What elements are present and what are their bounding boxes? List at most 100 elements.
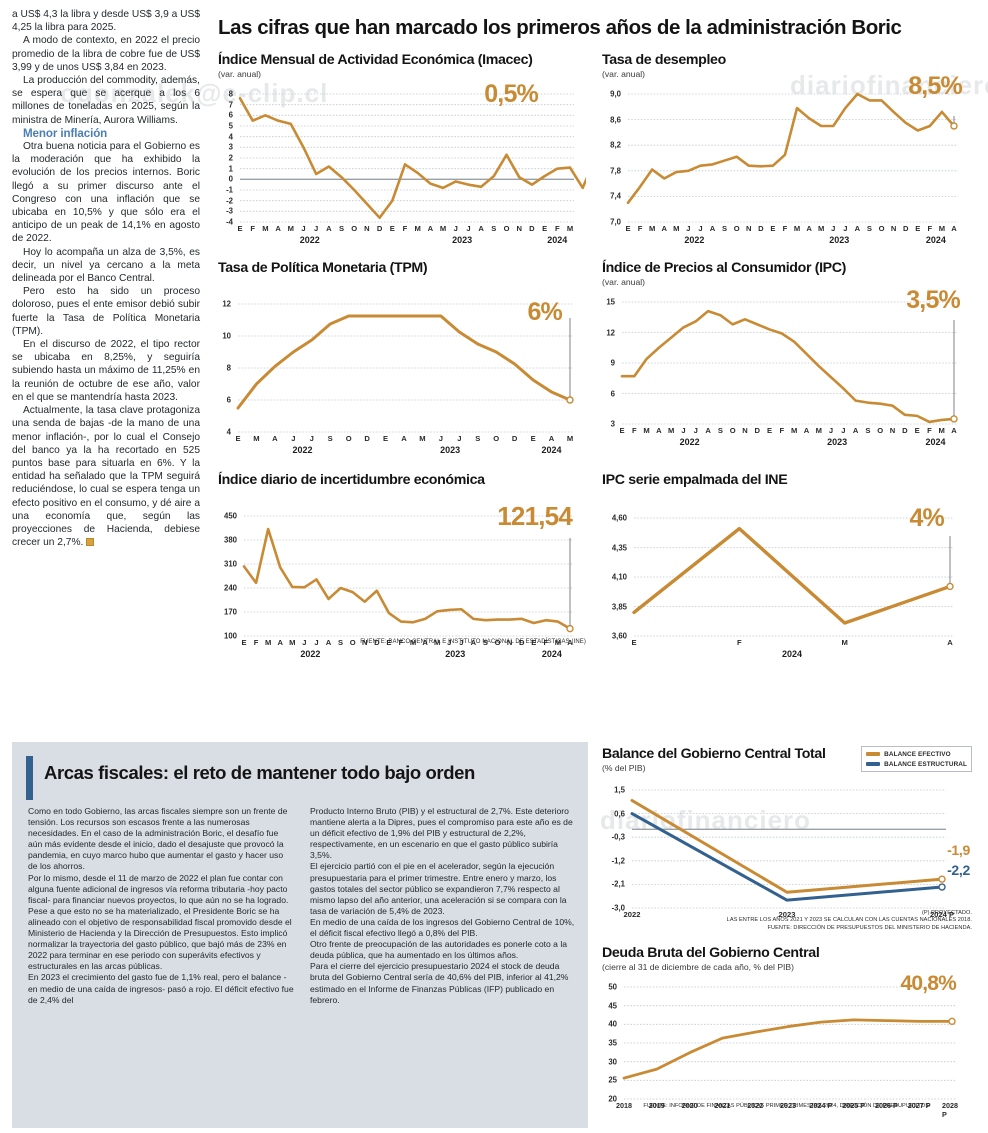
x-axis-group-label: 2024	[547, 235, 568, 245]
x-axis-tick-label: F	[782, 224, 788, 233]
x-axis-tick-label: A	[951, 426, 957, 435]
x-axis-tick-label: J	[841, 426, 846, 435]
end-mark-icon	[86, 538, 95, 547]
x-axis-tick-label: F	[402, 224, 408, 233]
y-axis-tick-label: 4,60	[611, 513, 627, 523]
chart-callout-value: 40,8%	[900, 972, 956, 995]
legend-swatch-blue	[866, 762, 881, 766]
x-axis-group-label: 2023	[445, 649, 466, 659]
x-axis-tick-label: A	[947, 638, 953, 647]
x-axis-tick-label: J	[447, 638, 452, 647]
x-axis-tick-label: E	[530, 434, 536, 443]
x-axis-tick-label: A	[567, 638, 573, 647]
article-paragraph: A modo de contexto, en 2022 el precio pr…	[12, 35, 200, 73]
article-paragraph: a US$ 4,3 la libra y desde US$ 3,9 a US$…	[12, 9, 200, 34]
x-axis-tick-label: A	[951, 224, 957, 233]
y-axis-tick-label: 20	[608, 1094, 617, 1104]
x-axis-tick-label: 2025 P	[842, 1101, 865, 1110]
chart-source: FUENTE: INFORME DE FINANZAS PÚBLICAS PRI…	[643, 1103, 931, 1109]
x-axis-tick-label: J	[466, 224, 471, 233]
x-axis-tick-label: S	[482, 638, 489, 647]
fiscal-article-columns: Como en todo Gobierno, las arcas fiscale…	[28, 806, 576, 1116]
plot-area: -3,0 -2,1 -1,2 -0,3 0,6 1,5 2022 2023 2024 P -1,9…	[602, 782, 972, 920]
x-axis-tick-label: A	[326, 224, 332, 233]
x-axis-tick-label: M	[643, 426, 650, 435]
x-axis-tick-label: D	[529, 224, 535, 233]
x-axis-tick-label: J	[301, 224, 306, 233]
x-axis-group-label: 2022	[300, 649, 321, 659]
x-axis-tick-label: A	[661, 224, 667, 233]
y-axis-tick-label: 30	[608, 1057, 617, 1067]
x-axis-tick-label: A	[854, 224, 861, 233]
x-axis-group-label: 2024	[541, 445, 562, 455]
x-axis-tick-label: J	[843, 224, 848, 233]
chart-title: Índice Mensual de Actividad Económica (I…	[218, 52, 533, 68]
x-axis-tick-label: N	[742, 426, 748, 435]
plot-area: 7,0 7,4 7,8 8,2 8,6 9,0 E F M A M J J A S O N D E F M A M J J A S O…	[602, 86, 972, 245]
x-axis-tick-label: M	[287, 224, 294, 233]
y-axis-tick-label: 6	[228, 110, 233, 120]
x-axis-tick-label: S	[491, 224, 497, 233]
article-paragraph: En el discurso de 2022, el tipo rector s…	[12, 339, 200, 403]
y-axis-tick-label: 10	[222, 331, 231, 341]
x-axis-tick-label: F	[250, 224, 256, 233]
legend-label: BALANCE ESTRUCTURAL	[884, 760, 967, 768]
x-axis-tick-label: A	[478, 224, 484, 233]
y-axis-tick-label: 7	[228, 100, 233, 110]
x-axis-tick-label: M	[414, 224, 421, 233]
chart-title: Índice diario de incertidumbre económica	[218, 472, 485, 488]
y-axis-tick-label: -1	[226, 185, 233, 195]
chart-title: Tasa de desempleo	[602, 52, 726, 68]
chart-imacec: Índice Mensual de Actividad Económica (I…	[218, 52, 586, 245]
y-axis-tick-label: 4,10	[611, 572, 627, 582]
x-axis-tick-label: M	[668, 426, 675, 435]
x-axis-tick-label: N	[516, 224, 522, 233]
y-axis-tick-label: -3	[226, 206, 233, 216]
article-paragraph: Hoy lo acompaña un alza de 3,5%, es deci…	[12, 246, 200, 285]
x-axis-tick-label: D	[518, 638, 525, 647]
x-axis-tick-label: S	[327, 434, 333, 443]
x-axis-tick-label: A	[401, 434, 407, 443]
plot-area: -4 -3 -2 -1 0 1 2 3 4 5 6 7 8 E F M A M J J A S O N D E F M A M J J A S O N…	[218, 86, 586, 245]
x-axis-tick-label: O	[493, 434, 500, 443]
x-axis-tick-label: 2028 P	[942, 1101, 958, 1119]
x-axis-tick-label: F	[398, 638, 404, 647]
x-axis-group-label: 2023	[452, 235, 473, 245]
x-axis-tick-label: 2018	[616, 1101, 632, 1110]
chart-deuda: Deuda Bruta del Gobierno Central (cierre…	[602, 945, 972, 1119]
y-axis-tick-label: 25	[608, 1075, 617, 1085]
x-axis-tick-label: M	[790, 426, 798, 435]
x-axis-group-label: 2024	[925, 235, 946, 245]
x-axis-tick-label: J	[314, 224, 319, 233]
y-axis-tick-label: 8	[226, 363, 231, 373]
x-axis-tick-label: A	[427, 224, 434, 233]
plot-area: 3 6 9 12 15 E F M A M J J A S O N D E F M A M J J A S O N D E F M A 2022 2…	[602, 294, 972, 447]
y-axis-tick-label: 4	[226, 427, 231, 437]
x-axis-tick-label: D	[374, 638, 380, 647]
chart-subtitle: (% del PIB)	[602, 763, 646, 773]
x-axis-tick-label: M	[439, 224, 447, 233]
y-axis-tick-label: 7,0	[610, 217, 621, 227]
plot-area: 100 170 240 310 380 450 E F M A M J J A S O N D E F M A M J J A S O…	[218, 508, 586, 659]
x-axis-tick-label: E	[241, 638, 247, 647]
legend-item-efectivo: BALANCE EFECTIVO	[866, 749, 967, 759]
x-axis-group-label: 2024	[781, 649, 803, 659]
y-axis-tick-label: 5	[228, 121, 233, 131]
x-axis-tick-label: A	[803, 426, 810, 435]
y-axis-tick-label: 310	[223, 559, 237, 569]
chart-title: Tasa de Política Monetaria (TPM)	[218, 260, 428, 276]
x-axis-tick-label: M	[815, 426, 822, 435]
x-axis: E F M A 2024	[602, 638, 972, 662]
chart-title: IPC serie empalmada del INE	[602, 472, 788, 488]
y-axis-tick-label: 450	[223, 511, 237, 521]
chart-note: LAS ENTRE LOS AÑOS 2021 Y 2023 SE CALCUL…	[726, 917, 972, 924]
plot-area: 3,60 3,85 4,10 4,35 4,60 E F M A 2024	[602, 508, 972, 659]
x-axis-tick-label: 2024 P	[809, 1101, 833, 1110]
y-axis-tick-label: 6	[226, 395, 231, 405]
x-axis-tick-label: 2023	[780, 1101, 796, 1110]
x-axis-tick-label: M	[793, 224, 801, 233]
x-axis: 2022 2023 2024 P	[602, 910, 972, 922]
x-axis-tick-label: A	[325, 638, 332, 647]
chart-ipc-empalmada: IPC serie empalmada del INE 3,60 3,85 4,10…	[602, 472, 972, 659]
